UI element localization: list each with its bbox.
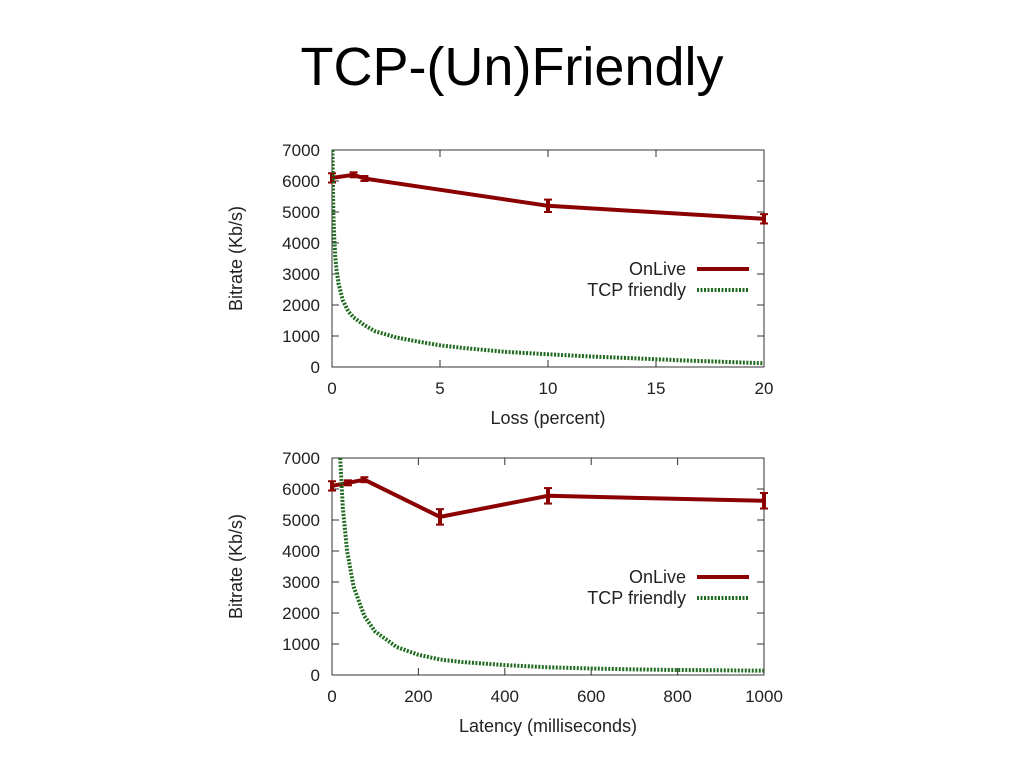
y-axis-label: Bitrate (Kb/s) <box>226 514 246 619</box>
x-tick-label: 10 <box>539 379 558 398</box>
y-tick-label: 2000 <box>282 296 320 315</box>
tcp-friendly-line <box>338 458 764 673</box>
legend-label: TCP friendly <box>587 588 686 608</box>
y-tick-label: 0 <box>311 358 320 377</box>
x-tick-label: 20 <box>755 379 774 398</box>
y-axis-label: Bitrate (Kb/s) <box>226 206 246 311</box>
y-tick-label: 6000 <box>282 480 320 499</box>
x-tick-label: 1000 <box>745 687 783 706</box>
y-tick-label: 1000 <box>282 327 320 346</box>
x-tick-label: 5 <box>435 379 444 398</box>
loss-chart: 0 1000 2000 3000 4000 5000 6000 7000 0 5 10 15 20 Los… <box>226 141 774 428</box>
x-axis-label: Latency (milliseconds) <box>459 716 637 736</box>
x-tick-label: 0 <box>327 687 336 706</box>
legend-label: OnLive <box>629 567 686 587</box>
x-tick-label: 200 <box>404 687 432 706</box>
x-tick-label: 15 <box>647 379 666 398</box>
y-tick-label: 0 <box>311 666 320 685</box>
plot-frame <box>331 457 765 676</box>
y-tick-label: 1000 <box>282 635 320 654</box>
x-tick-label: 400 <box>491 687 519 706</box>
y-tick-label: 6000 <box>282 172 320 191</box>
tcp-friendly-line <box>332 150 764 366</box>
x-tick-label: 0 <box>327 379 336 398</box>
y-tick-label: 5000 <box>282 511 320 530</box>
y-tick-label: 3000 <box>282 573 320 592</box>
y-tick-label: 7000 <box>282 141 320 160</box>
x-tick-label: 600 <box>577 687 605 706</box>
x-axis-label: Loss (percent) <box>490 408 605 428</box>
legend-label: OnLive <box>629 259 686 279</box>
x-tick-label: 800 <box>663 687 691 706</box>
latency-chart: 0 1000 2000 3000 4000 5000 6000 7000 0 200 400 600 8… <box>226 449 783 736</box>
slide-title: TCP-(Un)Friendly <box>300 37 724 97</box>
onlive-line <box>332 477 764 519</box>
legend-label: TCP friendly <box>587 280 686 300</box>
y-tick-label: 2000 <box>282 604 320 623</box>
y-tick-label: 5000 <box>282 203 320 222</box>
y-tick-label: 4000 <box>282 542 320 561</box>
y-tick-label: 7000 <box>282 449 320 468</box>
y-tick-label: 3000 <box>282 265 320 284</box>
y-tick-label: 4000 <box>282 234 320 253</box>
